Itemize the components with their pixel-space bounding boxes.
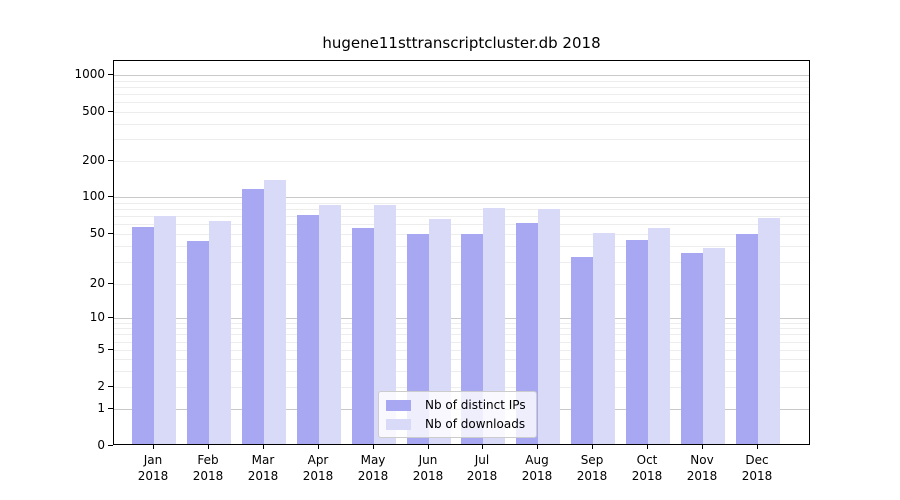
y-tick-mark-1000 — [108, 74, 113, 75]
gridline-minor-70 — [114, 216, 809, 217]
chart-title: hugene11sttranscriptcluster.db 2018 — [322, 34, 601, 52]
bar-nb-of-downloads-8 — [593, 233, 615, 444]
x-tick-mark-2 — [263, 445, 264, 449]
x-tick-mark-6 — [482, 445, 483, 449]
gridline-minor-400 — [114, 124, 809, 125]
bar-nb-of-downloads-5 — [429, 219, 451, 444]
legend-label-downloads: Nb of downloads — [425, 417, 526, 431]
bar-nb-of-distinct-ips-7 — [516, 223, 538, 444]
y-tick-mark-0 — [108, 445, 113, 446]
legend-swatch-downloads-icon — [386, 418, 411, 430]
bar-nb-of-distinct-ips-0 — [132, 227, 154, 444]
bar-nb-of-downloads-0 — [154, 216, 176, 444]
bar-nb-of-downloads-2 — [264, 180, 286, 444]
gridline-minor-80 — [114, 209, 809, 210]
gridline-major-1000 — [114, 75, 809, 76]
gridline-minor-90 — [114, 203, 809, 204]
legend-item-downloads: Nb of downloads — [386, 417, 526, 431]
legend: Nb of distinct IPs Nb of downloads — [378, 391, 537, 438]
x-tick-label-4: May 2018 — [357, 453, 389, 483]
bar-nb-of-distinct-ips-3 — [297, 215, 319, 444]
x-tick-mark-10 — [702, 445, 703, 449]
legend-swatch-distinct-ips-icon — [386, 399, 411, 411]
y-tick-label-5: 5 — [97, 342, 105, 356]
x-tick-label-8: Sep 2018 — [576, 453, 608, 483]
y-tick-label-0: 0 — [97, 438, 105, 452]
y-tick-label-1: 1 — [97, 401, 105, 415]
bar-nb-of-distinct-ips-10 — [681, 253, 703, 444]
x-tick-label-7: Aug 2018 — [521, 453, 553, 483]
x-tick-label-10: Nov 2018 — [686, 453, 718, 483]
x-tick-label-5: Jun 2018 — [412, 453, 444, 483]
y-tick-label-500: 500 — [82, 104, 105, 118]
bar-nb-of-distinct-ips-11 — [736, 234, 758, 444]
gridline-minor-900 — [114, 81, 809, 82]
bar-nb-of-distinct-ips-2 — [242, 189, 264, 444]
x-tick-label-0: Jan 2018 — [137, 453, 169, 483]
y-tick-mark-1 — [108, 408, 113, 409]
bar-nb-of-downloads-3 — [319, 205, 341, 444]
y-tick-mark-100 — [108, 196, 113, 197]
x-tick-mark-11 — [757, 445, 758, 449]
plot-area: Nb of distinct IPs Nb of downloads — [113, 60, 810, 445]
legend-item-distinct-ips: Nb of distinct IPs — [386, 398, 526, 412]
gridline-minor-700 — [114, 94, 809, 95]
x-tick-label-11: Dec 2018 — [741, 453, 773, 483]
gridline-minor-600 — [114, 102, 809, 103]
x-tick-mark-0 — [153, 445, 154, 449]
x-tick-label-6: Jul 2018 — [466, 453, 498, 483]
x-tick-label-1: Feb 2018 — [192, 453, 224, 483]
y-tick-label-100: 100 — [82, 189, 105, 203]
gridline-minor-200 — [114, 161, 809, 162]
bar-nb-of-downloads-7 — [538, 209, 560, 444]
x-tick-mark-5 — [428, 445, 429, 449]
x-tick-mark-8 — [592, 445, 593, 449]
x-tick-label-9: Oct 2018 — [631, 453, 663, 483]
y-tick-mark-50 — [108, 233, 113, 234]
y-tick-mark-10 — [108, 317, 113, 318]
gridline-minor-500 — [114, 112, 809, 113]
bar-nb-of-downloads-10 — [703, 248, 725, 444]
y-tick-label-50: 50 — [89, 226, 105, 240]
y-tick-label-200: 200 — [82, 153, 105, 167]
gridline-minor-60 — [114, 224, 809, 225]
y-tick-label-20: 20 — [89, 276, 105, 290]
gridline-minor-300 — [114, 139, 809, 140]
x-tick-mark-7 — [537, 445, 538, 449]
bar-nb-of-distinct-ips-8 — [571, 257, 593, 444]
x-tick-mark-1 — [208, 445, 209, 449]
y-tick-label-1000: 1000 — [74, 67, 105, 81]
y-tick-mark-200 — [108, 160, 113, 161]
gridline-minor-800 — [114, 87, 809, 88]
bar-nb-of-downloads-6 — [483, 208, 505, 444]
bar-nb-of-distinct-ips-9 — [626, 240, 648, 444]
x-tick-mark-9 — [647, 445, 648, 449]
bar-nb-of-downloads-1 — [209, 221, 231, 444]
bar-nb-of-distinct-ips-1 — [187, 241, 209, 444]
y-tick-mark-5 — [108, 349, 113, 350]
legend-label-distinct-ips: Nb of distinct IPs — [425, 398, 526, 412]
x-tick-mark-4 — [373, 445, 374, 449]
x-tick-mark-3 — [318, 445, 319, 449]
x-tick-label-2: Mar 2018 — [247, 453, 279, 483]
y-tick-mark-20 — [108, 283, 113, 284]
gridline-major-100 — [114, 197, 809, 198]
x-tick-label-3: Apr 2018 — [302, 453, 334, 483]
bar-nb-of-downloads-11 — [758, 218, 780, 444]
bar-nb-of-downloads-4 — [374, 205, 396, 444]
y-tick-label-10: 10 — [89, 310, 105, 324]
y-tick-label-2: 2 — [97, 379, 105, 393]
bar-nb-of-distinct-ips-4 — [352, 228, 374, 444]
bar-nb-of-downloads-9 — [648, 228, 670, 444]
y-tick-mark-500 — [108, 111, 113, 112]
y-tick-mark-2 — [108, 386, 113, 387]
